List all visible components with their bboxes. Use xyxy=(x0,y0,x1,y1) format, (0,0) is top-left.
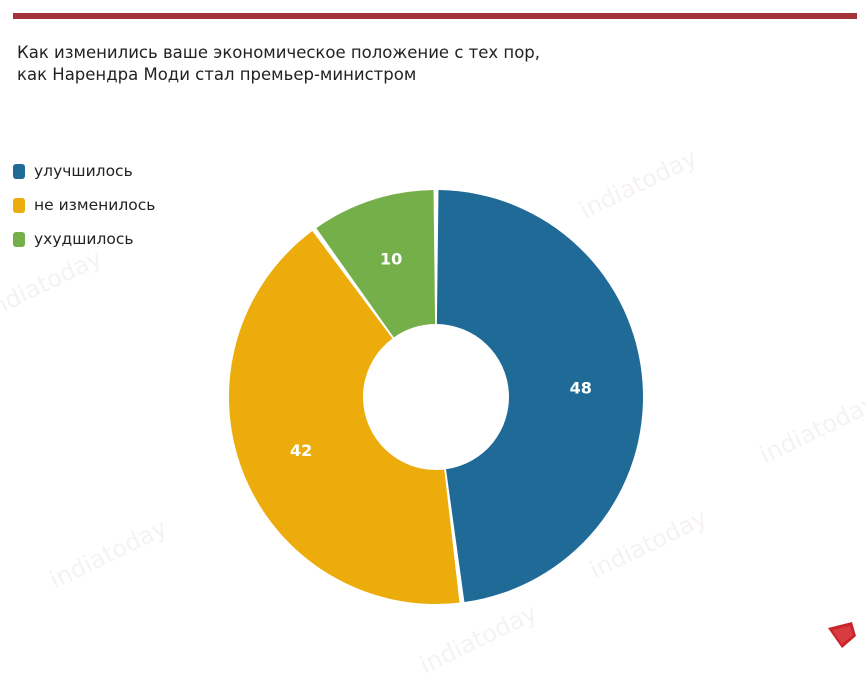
legend-label-improved: улучшилось xyxy=(34,162,133,180)
chart-title-line-2: как Нарендра Моди стал премьер-министром xyxy=(17,65,417,84)
legend: улучшилось не изменилось ухудшилось xyxy=(13,154,155,256)
top-accent-bar xyxy=(13,13,857,19)
slice-value-label-worsened: 10 xyxy=(380,250,402,269)
legend-label-worsened: ухудшилось xyxy=(34,230,134,248)
legend-label-unchanged: не изменилось xyxy=(34,196,156,214)
donut-slice-unchanged xyxy=(229,231,460,605)
chart-title-line-1: Как изменились ваше экономическое положе… xyxy=(17,43,541,62)
donut-slice-improved xyxy=(436,190,643,603)
chart-title: Как изменились ваше экономическое положе… xyxy=(17,42,717,86)
slice-value-label-improved: 48 xyxy=(570,378,592,397)
legend-item-worsened: ухудшилось xyxy=(13,222,155,256)
legend-swatch-improved xyxy=(13,163,25,179)
india-today-group-logo-icon xyxy=(826,620,858,650)
slice-value-label-unchanged: 42 xyxy=(290,441,312,460)
legend-item-improved: улучшилось xyxy=(13,154,155,188)
donut-slice-worsened xyxy=(316,190,436,338)
legend-item-unchanged: не изменилось xyxy=(13,188,155,222)
legend-swatch-unchanged xyxy=(13,197,25,213)
legend-swatch-worsened xyxy=(13,231,25,247)
